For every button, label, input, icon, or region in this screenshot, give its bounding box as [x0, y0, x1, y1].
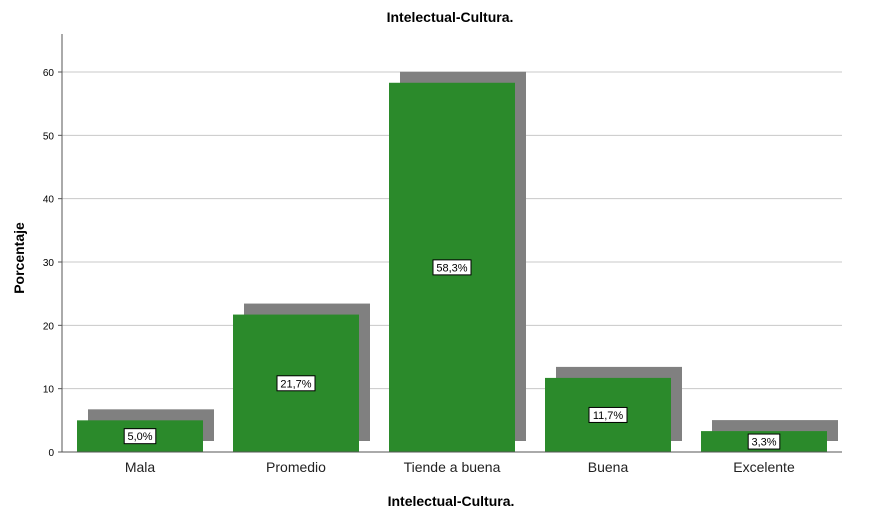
- y-tick-label: 0: [48, 448, 54, 459]
- bar-group-4: 3,3%: [701, 420, 838, 452]
- bar-group-3: 11,7%: [545, 366, 682, 452]
- bar-group-1: 21,7%: [233, 303, 370, 452]
- data-label: 5,0%: [127, 431, 152, 443]
- y-axis-ticks: 0 10 20 30 40 50 60: [43, 68, 62, 459]
- data-label: 21,7%: [280, 378, 311, 390]
- y-tick-label: 50: [43, 131, 55, 142]
- x-tick-label: Excelente: [733, 459, 795, 475]
- data-label-box: [432, 259, 472, 276]
- x-tick-label: Promedio: [266, 459, 326, 475]
- data-label: 58,3%: [436, 262, 467, 274]
- x-axis-title: Intelectual-Cultura.: [388, 493, 515, 509]
- bar-group-0: 5,0%: [77, 409, 214, 452]
- chart-title: Intelectual-Cultura.: [387, 9, 514, 25]
- data-label: 11,7%: [593, 410, 624, 422]
- y-axis-title: Porcentaje: [11, 222, 27, 294]
- x-tick-label: Tiende a buena: [404, 459, 501, 475]
- data-label-box: [588, 406, 628, 423]
- y-tick-label: 40: [43, 195, 55, 206]
- y-tick-label: 20: [43, 321, 55, 332]
- data-label-box: [276, 375, 316, 392]
- y-tick-label: 30: [43, 258, 55, 269]
- y-tick-label: 60: [43, 68, 55, 79]
- data-label-box: [747, 433, 781, 450]
- axes: [61, 34, 842, 453]
- bars: 5,0% 21,7% 58,3% 11,7% 3,3%: [77, 71, 838, 453]
- data-label-box: [123, 428, 157, 445]
- x-axis-categories: Mala Promedio Tiende a buena Buena Excelente: [125, 459, 795, 475]
- bar-group-2: 58,3%: [389, 71, 526, 453]
- y-tick-label: 10: [43, 385, 55, 396]
- data-label: 3,3%: [751, 437, 776, 449]
- x-tick-label: Mala: [125, 459, 156, 475]
- x-tick-label: Buena: [588, 459, 629, 475]
